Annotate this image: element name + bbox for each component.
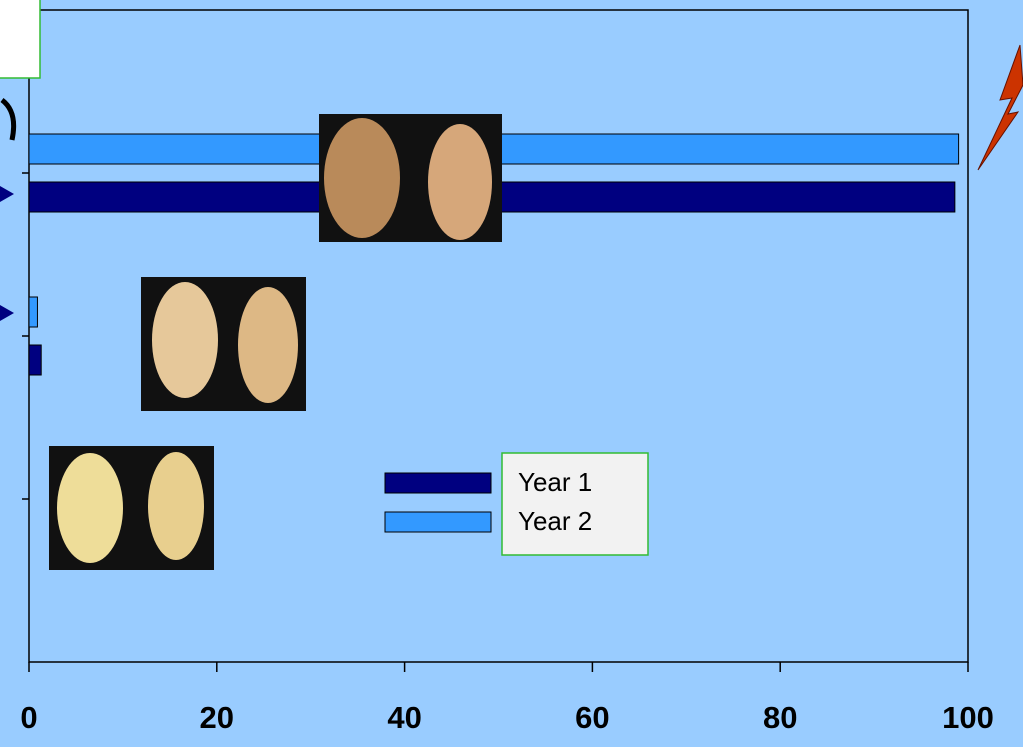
bar — [28, 344, 42, 376]
legend-label: Year 1 — [518, 467, 592, 497]
cropped-glyph — [0, 98, 17, 141]
x-tick-label: 20 — [200, 700, 234, 735]
x-tick-label: 0 — [20, 700, 37, 735]
x-tick-label: 40 — [387, 700, 421, 735]
x-tick-label: 60 — [575, 700, 609, 735]
legend-label: Year 2 — [518, 506, 592, 536]
legend-swatch — [384, 472, 492, 494]
x-tick-label: 100 — [942, 700, 994, 735]
legend-swatch — [384, 511, 492, 533]
photo — [49, 446, 214, 570]
lightning-bolt — [977, 44, 1023, 171]
arrow-head — [0, 186, 14, 202]
photo — [141, 277, 306, 411]
x-tick-label: 80 — [763, 700, 797, 735]
cropped-text-box — [0, 0, 41, 79]
photo — [319, 114, 502, 242]
bar — [28, 296, 38, 328]
arrow-head — [0, 305, 14, 321]
legend-box — [501, 452, 649, 556]
